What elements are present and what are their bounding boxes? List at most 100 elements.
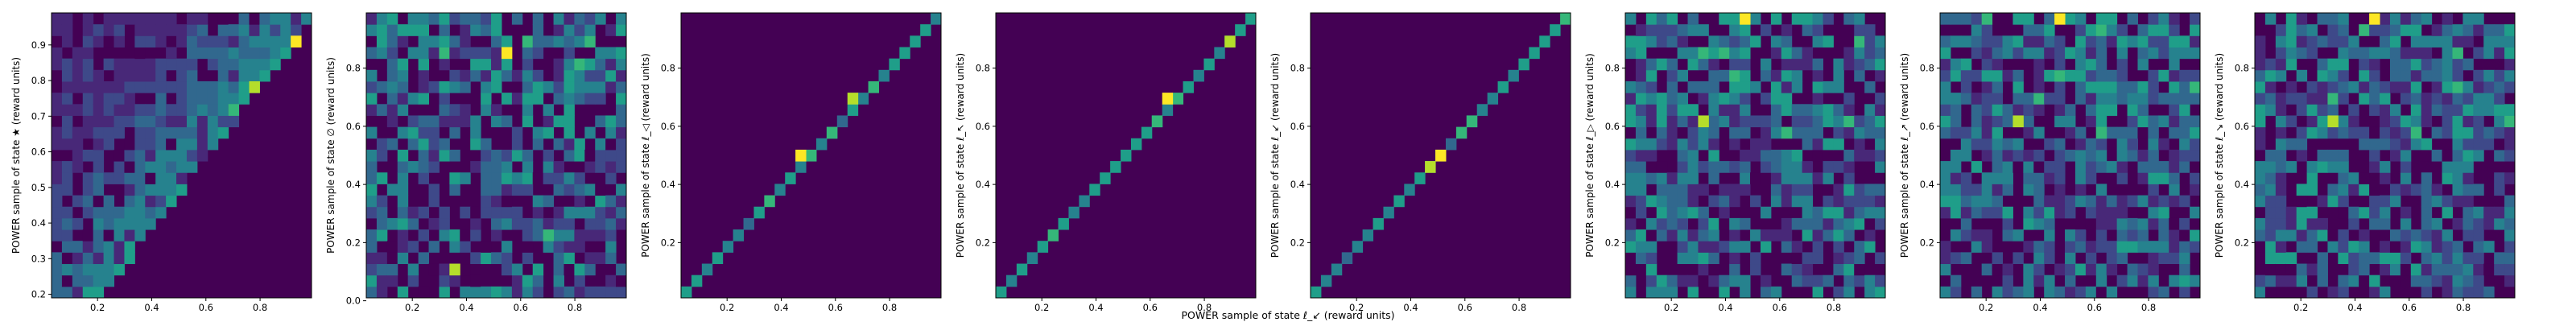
heatmap-cell — [616, 80, 627, 93]
x-tick-label: 0.8 — [253, 302, 267, 313]
heatmap-cell — [1729, 115, 1740, 128]
heatmap-cell — [186, 115, 198, 128]
heatmap-cell — [2389, 58, 2401, 71]
y-tick-label: 0.4 — [1605, 179, 1620, 190]
heatmap-cell — [460, 229, 471, 242]
heatmap-cell — [1708, 115, 1719, 128]
heatmap-cell — [522, 229, 534, 242]
heatmap-cell — [2338, 286, 2349, 299]
heatmap-cell — [543, 217, 555, 230]
heatmap-cell — [2296, 149, 2308, 162]
heatmap-cell — [1373, 217, 1384, 230]
heatmap-cell — [2116, 69, 2128, 82]
heatmap-cell — [491, 229, 502, 242]
heatmap-cell — [1833, 241, 1844, 253]
heatmap-cell — [2473, 252, 2484, 265]
heatmap-cell — [2494, 104, 2505, 116]
heatmap-cell — [1635, 115, 1647, 128]
heatmap-highlight-cell — [1740, 13, 1751, 25]
heatmap-cell — [155, 69, 167, 82]
heatmap-cell — [2074, 138, 2087, 151]
heatmap-cell — [386, 93, 398, 105]
heatmap-cell — [2400, 47, 2412, 60]
heatmap-cell — [2410, 24, 2422, 36]
heatmap-cell — [1487, 93, 1499, 105]
heatmap-cell — [2148, 172, 2159, 184]
heatmap-cell — [82, 115, 94, 128]
heatmap-cell — [376, 286, 388, 299]
heatmap-cell — [1981, 263, 1993, 276]
heatmap-cell — [2317, 115, 2328, 128]
heatmap-cell — [217, 126, 229, 139]
heatmap-cell — [439, 138, 450, 151]
heatmap-cell — [1981, 149, 1993, 162]
heatmap-cell — [2044, 275, 2055, 287]
heatmap-cell — [460, 13, 471, 25]
heatmap-cell — [1770, 69, 1782, 82]
heatmap-cell — [1864, 184, 1876, 196]
heatmap-cell — [1729, 104, 1740, 116]
x-tick-label: 0.2 — [720, 302, 734, 313]
heatmap-cell — [2421, 149, 2433, 162]
heatmap-cell — [2462, 184, 2474, 196]
heatmap-cell — [2095, 138, 2107, 151]
heatmap-cell — [2023, 241, 2034, 253]
heatmap-cell — [1645, 229, 1657, 242]
heatmap-cell — [1645, 80, 1657, 93]
heatmap-cell — [1698, 138, 1709, 151]
heatmap-cell — [1677, 229, 1689, 242]
heatmap-cell — [1940, 161, 1951, 173]
heatmap-cell — [1089, 184, 1100, 196]
heatmap-cell — [134, 206, 146, 219]
heatmap-cell — [2095, 206, 2107, 219]
heatmap-cell — [1875, 93, 1886, 105]
heatmap-cell — [1645, 35, 1657, 47]
heatmap-cell — [2116, 275, 2128, 287]
heatmap-cell — [228, 93, 240, 105]
heatmap-cell — [2452, 115, 2463, 128]
heatmap-cell — [2452, 69, 2463, 82]
heatmap-cell — [61, 286, 73, 299]
heatmap-cell — [491, 286, 502, 299]
heatmap-cell — [2148, 195, 2159, 208]
heatmap-cell — [2275, 149, 2287, 162]
heatmap-cell — [2190, 172, 2201, 184]
heatmap-cell — [2462, 35, 2474, 47]
heatmap-cell — [1760, 115, 1772, 128]
heatmap-cell — [1781, 69, 1793, 82]
heatmap-cell — [124, 93, 135, 105]
heatmap-cell — [1708, 58, 1719, 71]
y-tick-label: 0.2 — [661, 237, 675, 248]
heatmap-cell — [2306, 115, 2318, 128]
heatmap-cell — [1802, 161, 1814, 173]
heatmap-cell — [574, 275, 585, 287]
heatmap-cell — [2431, 217, 2443, 230]
heatmap-cell — [439, 263, 450, 276]
heatmap-cell — [61, 275, 73, 287]
heatmap-cell — [82, 229, 94, 242]
heatmap-cell — [2473, 69, 2484, 82]
heatmap-cell — [428, 263, 440, 276]
heatmap-cell — [2148, 217, 2159, 230]
heatmap-cell — [1971, 35, 1983, 47]
heatmap-cell — [186, 24, 198, 36]
x-tick-label: 0.4 — [2347, 302, 2362, 313]
heatmap-cell — [574, 206, 585, 219]
heatmap-cell — [2359, 69, 2370, 82]
heatmap-cell — [1635, 24, 1647, 36]
heatmap-cell — [564, 104, 575, 116]
heatmap-cell — [2462, 104, 2474, 116]
heatmap-cell — [2137, 149, 2149, 162]
y-tick-label: 0.4 — [31, 217, 46, 229]
heatmap-cell — [543, 241, 555, 253]
heatmap-cell — [2421, 13, 2433, 25]
heatmap-cell — [2327, 241, 2339, 253]
x-tick-label: 0.8 — [568, 302, 582, 313]
heatmap-cell — [1854, 184, 1865, 196]
heatmap-cell — [1854, 149, 1865, 162]
heatmap-cell — [1656, 172, 1668, 184]
heatmap-cell — [1791, 58, 1803, 71]
heatmap-cell — [1708, 217, 1719, 230]
heatmap-cell — [1802, 184, 1814, 196]
heatmap-cell — [2085, 104, 2097, 116]
